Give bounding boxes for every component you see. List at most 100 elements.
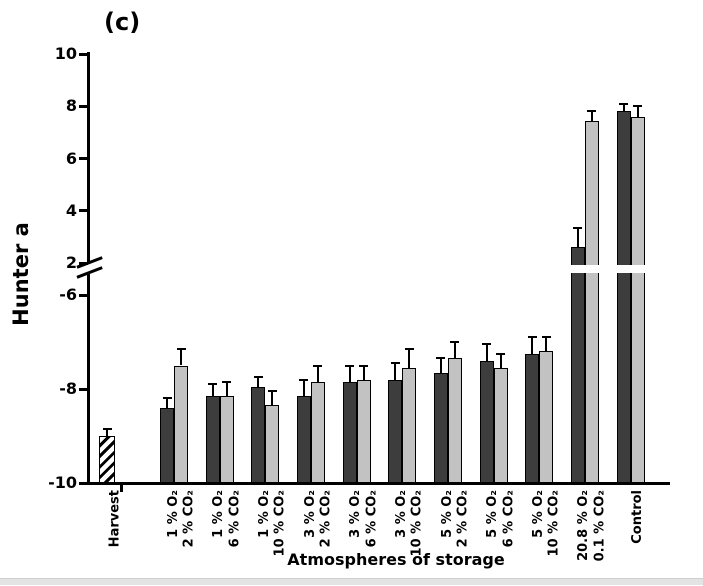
error-bar [225,381,228,397]
x-category-label: 5 % O₂ [439,490,455,538]
error-bar-cap [587,110,597,113]
error-bar-cap [299,378,309,381]
x-category-label: 10 % CO₂ [272,490,288,557]
y-axis-line-upper [87,52,90,262]
error-bar [590,111,593,121]
y-tick-mark [79,52,88,56]
error-bar [302,379,305,397]
error-bar [636,106,639,117]
x-category-label: 1 % O₂ [211,490,227,538]
y-tick-label: 6 [65,148,77,168]
x-category-label: Harvest [107,490,122,548]
x-axis-title: Atmospheres of storage [287,550,505,569]
error-bar [485,344,488,361]
error-bar [545,337,548,352]
x-category-label: 2 % CO₂ [318,490,334,548]
light-bar [265,405,280,484]
error-bar-cap [267,390,277,393]
y-axis-title: Hunter a [9,222,33,326]
error-bar-cap [313,364,323,367]
error-bar-cap [162,397,172,400]
y-tick-mark [79,293,88,297]
error-bar [348,365,351,382]
x-axis-line [87,482,670,485]
y-tick-label: -8 [59,379,77,398]
x-category-label: 5 % O₂ [530,490,546,538]
y-tick-label: -6 [59,285,77,304]
error-bar [211,384,214,397]
dark-bar [160,407,174,484]
x-category-label: 3 % O₂ [393,490,409,538]
error-bar [622,103,625,112]
window-bottom-edge [0,578,703,585]
x-category-label: 1 % O₂ [256,490,272,538]
error-bar [394,363,397,380]
light-bar [539,351,554,484]
x-category-label: 6 % CO₂ [501,490,517,548]
x-category-label: 10 % CO₂ [546,490,562,557]
error-bar-cap [176,348,186,351]
error-bar-cap [222,380,232,383]
dark-bar [342,381,357,484]
error-bar-cap [390,362,400,365]
error-bar [576,227,579,248]
panel-label: (c) [104,8,141,36]
error-bar-cap [359,364,369,367]
error-bar-cap [541,336,551,339]
light-bar [310,381,325,484]
dark-bar [433,372,448,484]
error-bar [439,358,442,373]
error-bar-cap [482,343,492,346]
x-category-label: 10 % CO₂ [409,490,425,557]
axis-break-bar-gap [614,265,647,273]
y-axis-line-lower [87,273,90,485]
light-bar [630,116,645,484]
error-bar-cap [573,226,583,229]
axis-break-bar-gap [568,265,601,273]
error-bar-cap [404,348,414,351]
x-category-label: 2 % CO₂ [455,490,471,548]
harvest-bar [99,436,115,484]
error-bar [531,337,534,354]
x-category-label: 0.1 % CO₂ [592,490,608,562]
error-bar [257,377,260,387]
y-tick-mark [79,481,88,485]
light-bar [584,120,599,484]
dark-bar [205,396,220,484]
y-tick-mark [79,387,88,391]
error-bar-cap [619,102,628,105]
x-category-label: 6 % CO₂ [227,490,243,548]
error-bar-cap [102,427,112,430]
light-bar [402,367,417,484]
x-category-label: 6 % CO₂ [364,490,380,548]
dark-bar [479,360,494,484]
error-bar [499,353,502,368]
y-tick-label: 10 [54,44,77,63]
x-category-label: 3 % O₂ [348,490,364,538]
x-axis-tick [120,485,123,492]
error-bar [180,349,182,366]
x-category-label: 1 % O₂ [165,490,181,538]
error-bar-cap [450,341,460,343]
dark-bar [570,247,585,484]
error-bar-cap [527,336,537,339]
x-category-label: 2 % CO₂ [181,490,197,548]
light-bar [493,367,508,484]
error-bar [316,365,319,382]
dark-bar [616,111,631,484]
error-bar [106,428,108,436]
x-category-label: 20.8 % O₂ [576,490,592,561]
y-tick-mark [79,209,88,213]
y-tick-label: 4 [65,200,77,220]
error-bar-cap [436,357,446,360]
x-category-label: 3 % O₂ [302,490,318,538]
light-bar [447,358,462,484]
error-bar-cap [253,376,263,379]
error-bar-cap [208,383,218,386]
error-bar [166,398,168,408]
y-tick-label: -10 [48,473,77,492]
error-bar-cap [345,364,355,367]
x-category-label: Control [630,490,645,544]
